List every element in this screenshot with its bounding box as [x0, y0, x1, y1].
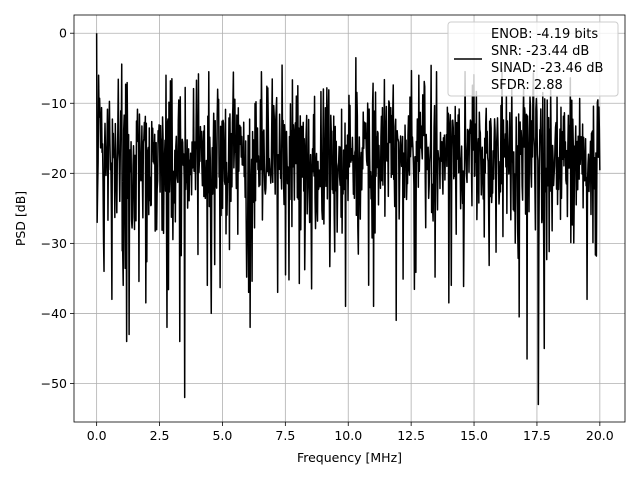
y-tick-label: −30: [41, 236, 67, 251]
legend-entry-sinad: SINAD: -23.46 dB: [491, 61, 603, 76]
y-tick-label: −20: [41, 166, 67, 181]
x-tick-label: 17.5: [523, 428, 551, 443]
x-tick-label: 7.5: [275, 428, 295, 443]
x-tick-label: 10.0: [334, 428, 362, 443]
x-axis-ticks: 0.0 2.5 5.0 7.5 10.0 12.5 15.0 17.5 20.0: [87, 422, 614, 443]
plot-area: [95, 33, 601, 406]
legend-entry-snr: SNR: -23.44 dB: [491, 44, 589, 59]
x-tick-label: 12.5: [397, 428, 425, 443]
legend: ENOB: -4.19 bits SNR: -23.44 dB SINAD: -…: [447, 21, 619, 97]
axes-frame: [73, 14, 626, 423]
y-axis-label: PSD [dB]: [13, 191, 28, 246]
legend-box: [447, 21, 619, 97]
x-tick-label: 20.0: [586, 428, 614, 443]
y-tick-label: −10: [41, 96, 67, 111]
x-axis-label: Frequency [MHz]: [297, 450, 402, 465]
y-tick-label: −50: [41, 376, 67, 391]
legend-entry-sfdr: SFDR: 2.88: [491, 78, 563, 93]
x-tick-label: 0.0: [87, 428, 107, 443]
y-tick-label: −40: [41, 306, 67, 321]
psd-series-line: [95, 33, 601, 406]
x-tick-label: 15.0: [460, 428, 488, 443]
x-tick-label: 2.5: [150, 428, 170, 443]
legend-entry-enob: ENOB: -4.19 bits: [491, 27, 598, 42]
y-tick-label: 0: [59, 26, 67, 41]
x-tick-label: 5.0: [212, 428, 232, 443]
y-axis-ticks: 0 −10 −20 −30 −40 −50: [41, 26, 74, 391]
